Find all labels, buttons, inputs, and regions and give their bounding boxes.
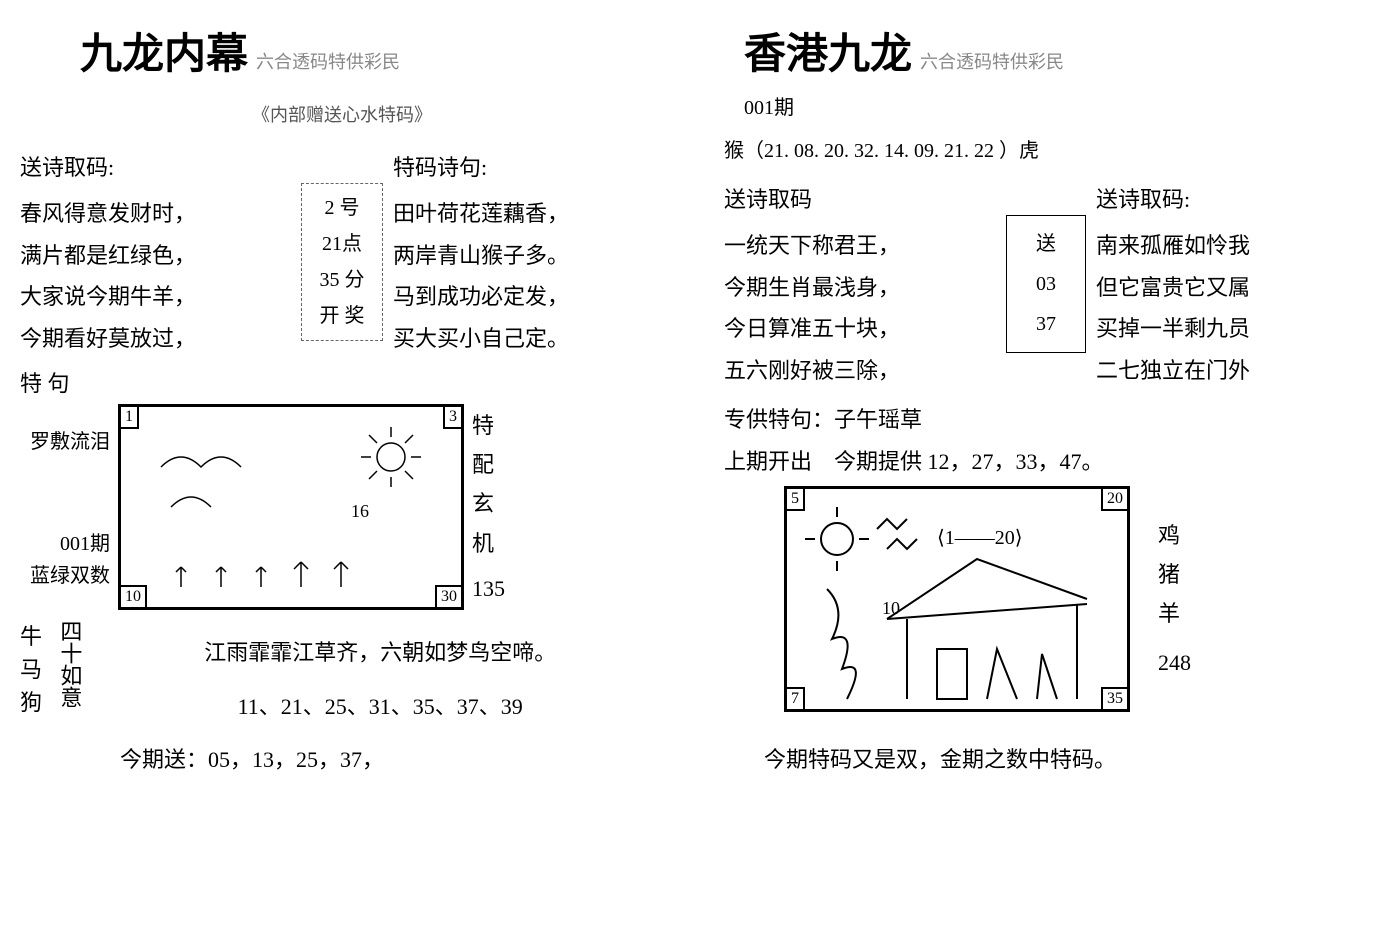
poem-line: 两岸青山猴子多。 bbox=[393, 235, 664, 277]
poem-left-hdr: 送诗取码: bbox=[20, 147, 291, 189]
issue-sub: 蓝绿双数 bbox=[20, 560, 110, 592]
box-line: 送 bbox=[1021, 224, 1071, 264]
poem-right-hdr: 特码诗句: bbox=[393, 147, 664, 189]
right-title-sub: 六合透码特供彩民 bbox=[920, 52, 1064, 72]
poem-line: 买掉一半剩九员 bbox=[1096, 308, 1368, 350]
poem-line: 马到成功必定发， bbox=[393, 276, 664, 318]
left-title-row: 九龙内幕 六合透码特供彩民 bbox=[20, 20, 664, 81]
zodiac-number-line: 猴（21. 08. 20. 32. 14. 09. 21. 22 ）虎 bbox=[724, 134, 1368, 163]
poem-under-2: 11、21、25、31、35、37、39 bbox=[96, 686, 664, 728]
left-title-sub: 六合透码特供彩民 bbox=[256, 52, 400, 72]
right-title: 香港九龙 bbox=[744, 20, 912, 81]
supply-line: 上期开出 今期提供 12，27，33，47。 bbox=[724, 444, 1368, 476]
left-drawing-rightside: 特 配 玄 机 135 bbox=[472, 404, 505, 610]
side-char: 机 bbox=[472, 526, 505, 561]
poem-line: 五六刚好被三除， bbox=[724, 350, 996, 392]
special-supply: 专供特句：子午瑶草 bbox=[724, 402, 1368, 434]
right-drawing-box: 5 20 7 35 ⟨1——20⟩ bbox=[784, 486, 1130, 712]
zodiac: 马 bbox=[20, 653, 42, 686]
right-final: 今期特码又是双，金期之数中特码。 bbox=[764, 742, 1368, 774]
left-title: 九龙内幕 bbox=[80, 20, 248, 81]
poem-line: 南来孤雁如怜我 bbox=[1096, 225, 1368, 267]
house-sketch-icon: ⟨1——20⟩ 10 bbox=[787, 489, 1127, 709]
poem-line: 满片都是红绿色， bbox=[20, 235, 291, 277]
special-phrase: 罗敷流泪 bbox=[20, 426, 110, 458]
left-drawing-box: 1 3 10 30 16 bbox=[118, 404, 464, 610]
box-line: 开 奖 bbox=[312, 298, 372, 334]
left-drawing-row: 罗敷流泪 001期 蓝绿双数 1 3 10 30 16 bbox=[20, 404, 664, 610]
issue-label: 001期 bbox=[20, 528, 110, 560]
poem-line: 买大买小自己定。 bbox=[393, 318, 664, 360]
right-center-box: 送 03 37 bbox=[1006, 215, 1086, 353]
poem-right-hdr: 送诗取码: bbox=[1096, 179, 1368, 221]
zodiac-stack: 牛 马 狗 bbox=[20, 620, 42, 719]
poem-left-hdr: 送诗取码 bbox=[724, 179, 996, 221]
corner-bl: 10 bbox=[119, 585, 147, 609]
corner-tl: 5 bbox=[785, 487, 805, 511]
right-drawing-rightside: 鸡 猪 羊 248 bbox=[1158, 514, 1191, 685]
right-drawing-row: 5 20 7 35 ⟨1——20⟩ bbox=[784, 486, 1368, 712]
poem-line: 田叶荷花莲藕香， bbox=[393, 193, 664, 235]
vert-phrase: 四十如意 bbox=[56, 620, 82, 720]
side-char: 配 bbox=[472, 447, 505, 482]
svg-text:⟨1——20⟩: ⟨1——20⟩ bbox=[937, 527, 1023, 549]
poem-line: 春风得意发财时， bbox=[20, 193, 291, 235]
side-num: 135 bbox=[472, 571, 505, 606]
corner-br: 30 bbox=[435, 585, 463, 609]
corner-tl: 1 bbox=[119, 405, 139, 429]
zodiac: 狗 bbox=[20, 686, 42, 719]
box-line: 03 bbox=[1021, 264, 1071, 304]
page: 九龙内幕 六合透码特供彩民 《内部赠送心水特码》 送诗取码: 春风得意发财时， … bbox=[20, 20, 1368, 774]
left-subtitle: 《内部赠送心水特码》 bbox=[20, 101, 664, 127]
poem-line: 但它富贵它又属 bbox=[1096, 267, 1368, 309]
side-char: 羊 bbox=[1158, 596, 1191, 631]
left-final: 今期送：05，13，25，37， bbox=[120, 742, 664, 774]
box-line: 37 bbox=[1021, 304, 1071, 344]
left-poem-right: 特码诗句: 田叶荷花莲藕香， 两岸青山猴子多。 马到成功必定发， 买大买小自己定… bbox=[393, 147, 664, 360]
left-center-box: 2 号 21点 35 分 开 奖 bbox=[301, 183, 383, 341]
corner-bl: 7 bbox=[785, 687, 805, 711]
left-column: 九龙内幕 六合透码特供彩民 《内部赠送心水特码》 送诗取码: 春风得意发财时， … bbox=[20, 20, 664, 774]
right-issue: 001期 bbox=[744, 91, 1368, 120]
zodiac: 牛 bbox=[20, 620, 42, 653]
side-num: 248 bbox=[1158, 645, 1191, 680]
side-char: 鸡 bbox=[1158, 518, 1191, 553]
poem-line: 二七独立在门外 bbox=[1096, 350, 1368, 392]
left-bottom-row: 牛 马 狗 四十如意 江雨霏霏江草齐，六朝如梦鸟空啼。 11、21、25、31、… bbox=[20, 620, 664, 728]
poem-line: 今期看好莫放过， bbox=[20, 318, 291, 360]
svg-text:16: 16 bbox=[351, 501, 369, 521]
right-poem-left: 送诗取码 一统天下称君王， 今期生肖最浅身， 今日算准五十块， 五六刚好被三除， bbox=[724, 179, 996, 392]
right-column: 香港九龙 六合透码特供彩民 001期 猴（21. 08. 20. 32. 14.… bbox=[724, 20, 1368, 774]
left-poem-block: 送诗取码: 春风得意发财时， 满片都是红绿色， 大家说今期牛羊， 今期看好莫放过… bbox=[20, 147, 664, 360]
left-poem-left: 送诗取码: 春风得意发财时， 满片都是红绿色， 大家说今期牛羊， 今期看好莫放过… bbox=[20, 147, 291, 360]
box-line: 21点 bbox=[312, 226, 372, 262]
right-title-row: 香港九龙 六合透码特供彩民 bbox=[724, 20, 1368, 81]
poem-under-1: 江雨霏霏江草齐，六朝如梦鸟空啼。 bbox=[96, 632, 664, 674]
corner-br: 35 bbox=[1101, 687, 1129, 711]
poem-line: 今期生肖最浅身， bbox=[724, 267, 996, 309]
side-char: 玄 bbox=[472, 486, 505, 521]
poem-line: 一统天下称君王， bbox=[724, 225, 996, 267]
right-poem-block: 送诗取码 一统天下称君王， 今期生肖最浅身， 今日算准五十块， 五六刚好被三除，… bbox=[724, 179, 1368, 392]
side-char: 特 bbox=[472, 408, 505, 443]
corner-tr: 20 bbox=[1101, 487, 1129, 511]
poem-line: 大家说今期牛羊， bbox=[20, 276, 291, 318]
left-drawing-leftside: 罗敷流泪 001期 蓝绿双数 bbox=[20, 422, 110, 592]
corner-tr: 3 bbox=[443, 405, 463, 429]
right-poem-right: 送诗取码: 南来孤雁如怜我 但它富贵它又属 买掉一半剩九员 二七独立在门外 bbox=[1096, 179, 1368, 392]
box-line: 35 分 bbox=[312, 262, 372, 298]
sketch-icon: 16 bbox=[121, 407, 461, 607]
svg-text:10: 10 bbox=[882, 598, 900, 618]
left-special-hdr: 特 句 bbox=[20, 366, 664, 398]
poem-line: 今日算准五十块， bbox=[724, 308, 996, 350]
side-char: 猪 bbox=[1158, 557, 1191, 592]
box-line: 2 号 bbox=[312, 190, 372, 226]
